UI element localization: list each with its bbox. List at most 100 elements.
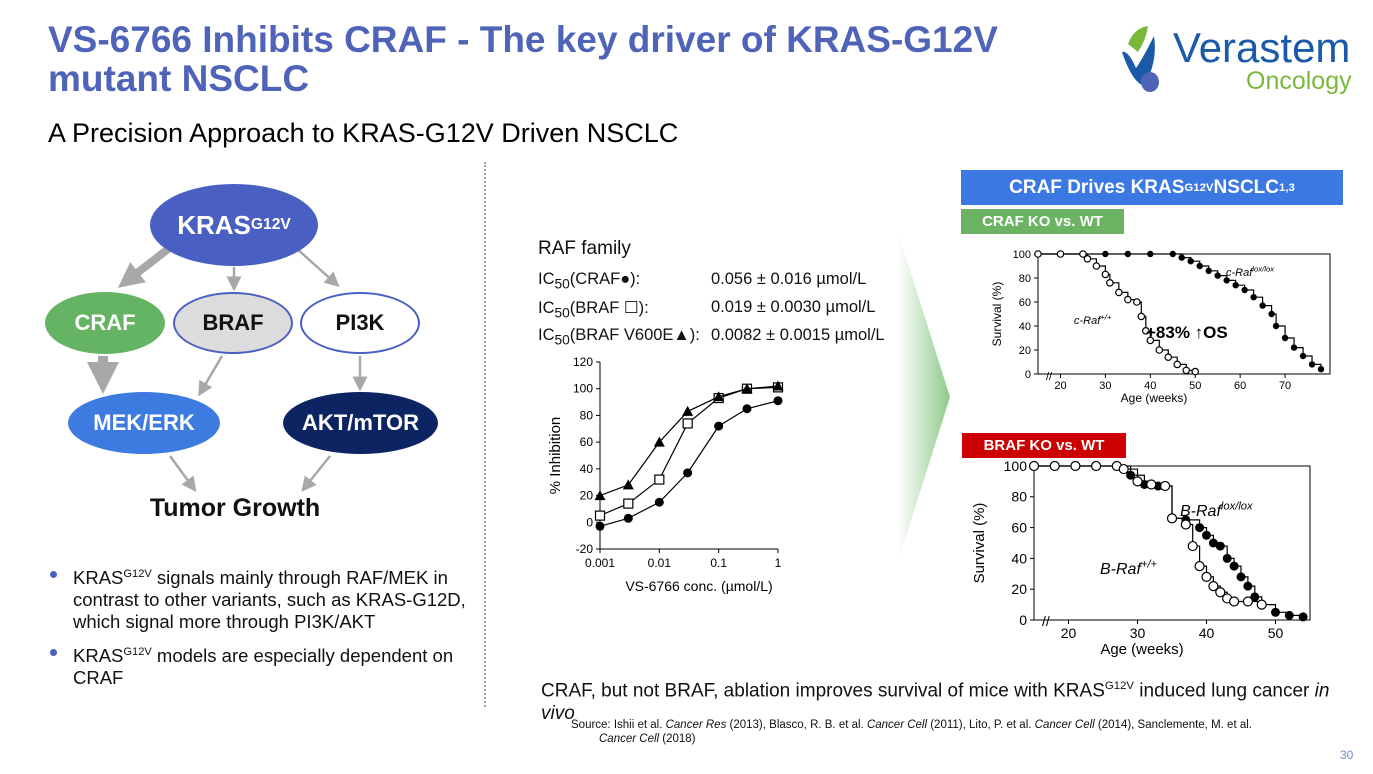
data-point	[1284, 610, 1294, 620]
data-point	[1222, 553, 1232, 563]
data-point	[1056, 250, 1065, 258]
ic50-label-craf: IC50(CRAF●):	[538, 270, 640, 291]
survival-step-line	[1038, 253, 1196, 372]
logo-leaf-green	[1128, 26, 1148, 52]
x-tick-label: 70	[1279, 380, 1291, 392]
ic50-prefix: IC	[538, 326, 555, 344]
data-point	[682, 418, 693, 429]
node-pi3k: PI3K	[300, 292, 420, 354]
y-tick-label: 60	[1011, 520, 1027, 536]
data-point	[1028, 460, 1040, 472]
y-tick-label: 100	[1013, 249, 1031, 261]
ic50-label-braf: IC50(BRAF ☐):	[538, 298, 649, 320]
slide-title: VS-6766 Inhibits CRAF - The key driver o…	[48, 19, 998, 99]
ic50-value-braf: 0.019 ± 0.0030 µmol/L	[711, 298, 876, 316]
series-label-sup: +/+	[1141, 559, 1158, 571]
page-number: 30	[1340, 748, 1354, 762]
x-tick-label: 0.01	[648, 556, 672, 570]
ic50-label-braf-v600e: IC50(BRAF V600E▲):	[538, 326, 700, 347]
data-point	[1147, 250, 1154, 258]
data-point	[1242, 596, 1253, 607]
conclusion-part: induced lung cancer	[1134, 680, 1315, 702]
data-point	[595, 521, 605, 531]
node-braf: BRAF	[173, 292, 293, 354]
data-point	[594, 510, 606, 521]
series-	[1028, 460, 1267, 610]
bullet-text: KRAS	[73, 567, 124, 589]
ic50-sub: 50	[554, 276, 570, 292]
bullet-list: KRASG12V signals mainly through RAF/MEK …	[48, 563, 468, 697]
data-point	[1126, 470, 1136, 480]
data-point	[682, 405, 694, 416]
ic50-prefix: IC	[538, 299, 555, 317]
data-point	[1317, 366, 1325, 373]
series-label: B-Raflox/lox	[1180, 501, 1253, 520]
data-point	[1160, 480, 1171, 492]
data-point	[1182, 366, 1191, 375]
verastem-logo: Verastem Oncology	[1122, 24, 1352, 95]
survival-step-line	[1038, 253, 1322, 370]
source-citation: Source: Ishii et al. Cancer Res (2013), …	[571, 718, 1361, 746]
data-point	[1164, 353, 1173, 362]
bullet-text: KRAS	[73, 645, 124, 667]
data-point	[1229, 596, 1240, 607]
data-point	[1236, 572, 1246, 582]
chevron-shape	[898, 232, 950, 562]
data-point	[772, 380, 784, 391]
data-point	[1290, 344, 1298, 351]
bullet-item: KRASG12V models are especially dependent…	[48, 641, 468, 689]
bullet-sup: G12V	[123, 568, 152, 580]
node-kras-g12v: KRAS G12V	[150, 184, 318, 266]
data-point	[623, 498, 634, 509]
conclusion-sup: G12V	[1104, 680, 1135, 692]
series-braf	[594, 382, 784, 521]
data-point	[1268, 310, 1275, 318]
y-tick-label: 20	[580, 489, 594, 503]
x-tick-label: 30	[1130, 625, 1146, 641]
data-point	[1079, 250, 1087, 258]
logo-subtext: Oncology	[1246, 67, 1352, 95]
ic50-sub: 50	[554, 305, 570, 321]
data-point	[1137, 312, 1146, 321]
node-kras-label: KRAS	[177, 209, 251, 240]
banner-text: NSCLC	[1213, 176, 1279, 198]
bullet-item: KRASG12V signals mainly through RAF/MEK …	[48, 563, 468, 633]
data-point	[1090, 460, 1102, 472]
series-craf	[595, 396, 783, 531]
y-tick-label: 40	[580, 462, 594, 476]
x-tick-label: 20	[1054, 380, 1066, 392]
x-tick-label: 50	[1189, 380, 1201, 392]
craf-survival-chart: // 0 20 40 60 80 100 20 30 40 50 60 70 Age (weeks) Sur…	[990, 249, 1331, 405]
y-tick-label: 40	[1011, 550, 1027, 566]
ic50-prefix: IC	[538, 270, 555, 288]
data-point	[1092, 262, 1101, 270]
data-point	[1202, 530, 1211, 540]
y-tick-label: 40	[1019, 321, 1031, 333]
banner-ref: 1,3	[1279, 181, 1295, 194]
data-point	[1250, 592, 1260, 602]
y-tick-label: 80	[1011, 489, 1027, 505]
data-point	[1215, 541, 1225, 551]
src-part: (2013), Blasco, R. B. et al.	[726, 719, 867, 731]
data-point	[741, 383, 753, 394]
y-tick-label: 60	[1019, 297, 1031, 309]
data-point	[1208, 581, 1219, 592]
data-point	[1250, 294, 1257, 301]
y-axis-label: % Inhibition	[547, 417, 564, 495]
x-axis-label: VS-6766 conc. (µmol/L)	[625, 578, 772, 594]
data-point	[683, 468, 693, 478]
src-part: (2011), Lito, P. et al.	[927, 719, 1035, 731]
data-point	[1178, 254, 1185, 261]
conclusion-emphasis: in vivo	[541, 680, 1330, 725]
data-point	[1205, 267, 1212, 274]
data-point	[622, 479, 634, 490]
arrow-mek-tumor	[168, 455, 197, 493]
bullet-text: models are especially dependent on CRAF	[73, 645, 454, 689]
data-point	[714, 421, 724, 431]
data-point	[773, 396, 783, 406]
data-point	[1259, 302, 1266, 309]
node-craf: CRAF	[45, 292, 165, 354]
braf-ko-label: BRAF KO vs. WT	[962, 433, 1126, 458]
data-point	[1241, 286, 1248, 294]
data-point	[1256, 599, 1267, 610]
